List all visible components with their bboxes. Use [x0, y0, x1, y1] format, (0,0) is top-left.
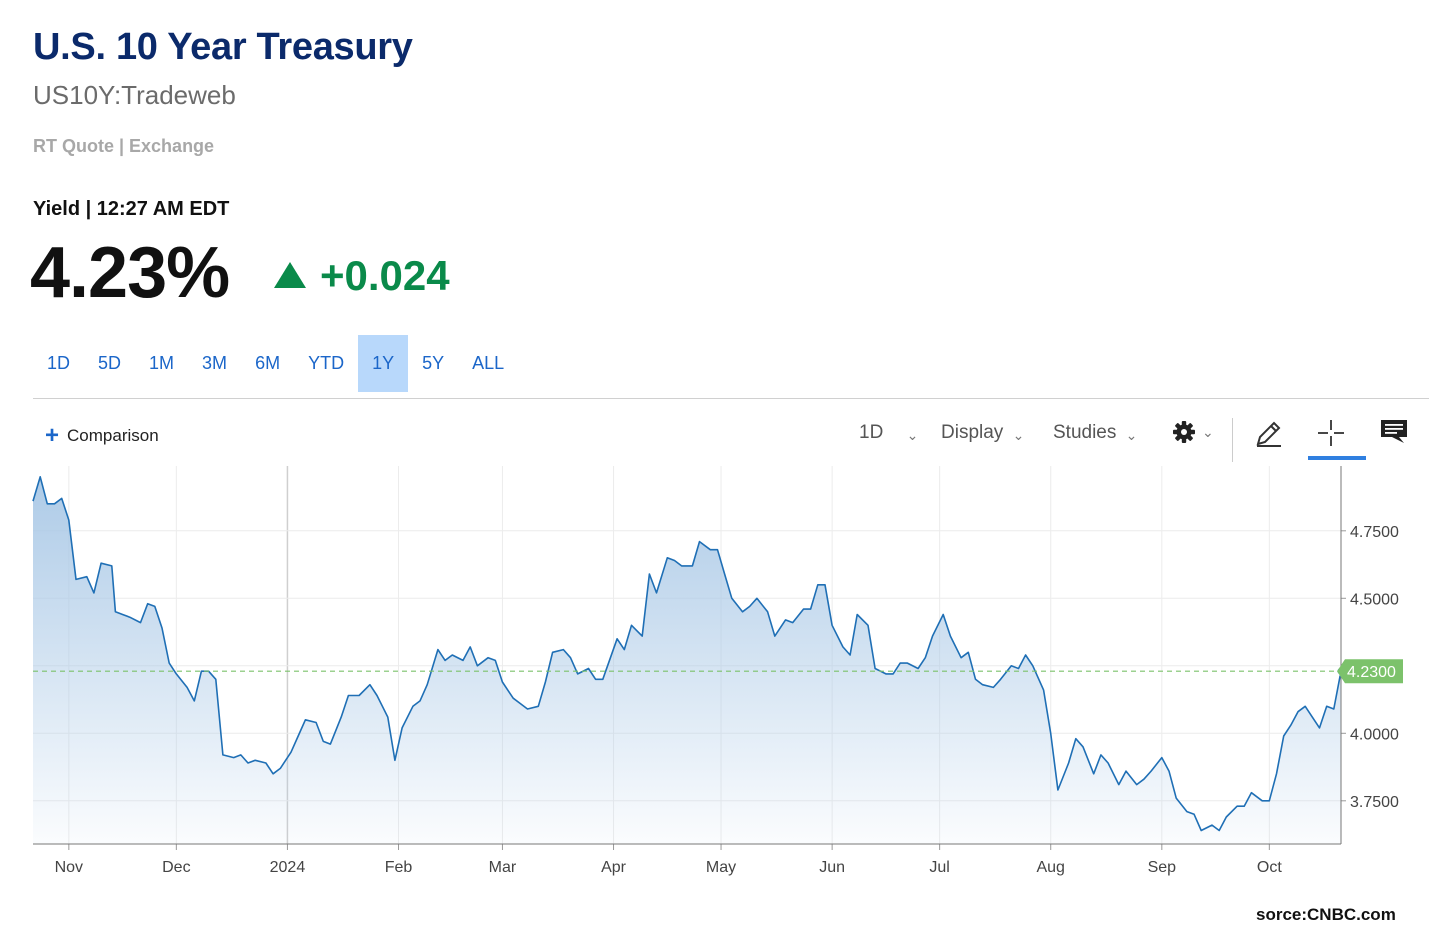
- y-tick-label: 4.0000: [1350, 726, 1399, 743]
- y-tick-label: 4.5000: [1350, 591, 1399, 608]
- studies-dropdown[interactable]: Studies ⌄: [1053, 422, 1137, 444]
- range-1y[interactable]: 1Y: [358, 335, 409, 392]
- price-value: 4.23%: [30, 233, 230, 313]
- chevron-down-icon: ⌄: [1202, 424, 1214, 440]
- up-arrow-icon: [274, 262, 306, 288]
- x-tick-label: Mar: [489, 859, 517, 876]
- symbol-label: US10Y:Tradeweb: [33, 80, 236, 110]
- settings-icon: [1173, 421, 1195, 443]
- x-tick-label: Nov: [55, 859, 83, 876]
- range-all[interactable]: ALL: [472, 353, 505, 373]
- chat-icon: [1381, 420, 1407, 443]
- active-tool-indicator: [1308, 456, 1366, 460]
- last-value-badge: [1337, 659, 1403, 684]
- x-tick-label: Jul: [929, 859, 949, 876]
- interval-dropdown[interactable]: 1D ⌄: [859, 422, 918, 444]
- range-5y[interactable]: 5Y: [422, 353, 445, 373]
- yield-timestamp: Yield | 12:27 AM EDT: [33, 198, 230, 220]
- display-label: Display: [941, 422, 1004, 443]
- crosshair-icon: [1318, 420, 1344, 446]
- toolbar-divider: [1232, 418, 1233, 462]
- chart-toolbar: 1D ⌄ Display ⌄ Studies ⌄ ⌄: [0, 418, 1456, 462]
- chevron-down-icon: ⌄: [1125, 427, 1138, 443]
- range-5d[interactable]: 5D: [98, 353, 122, 373]
- divider: [33, 398, 1429, 399]
- chevron-down-icon: ⌄: [1012, 427, 1025, 443]
- display-dropdown[interactable]: Display ⌄: [941, 422, 1024, 444]
- source-credit: sorce:CNBC.com: [1256, 905, 1396, 924]
- series-line: [32, 476, 1342, 832]
- last-value-label: 4.2300: [1347, 664, 1396, 681]
- x-tick-label: 2024: [270, 859, 306, 876]
- range-ytd[interactable]: YTD: [308, 353, 345, 373]
- interval-label: 1D: [859, 422, 884, 443]
- range-6m[interactable]: 6M: [255, 353, 281, 373]
- y-tick-label: 4.7500: [1350, 524, 1399, 541]
- x-tick-label: May: [706, 859, 736, 876]
- area-fill: [33, 476, 1341, 844]
- comparison-label: Comparison: [67, 426, 159, 445]
- x-tick-label: Apr: [601, 859, 627, 876]
- comparison-button[interactable]: + Comparison: [45, 422, 159, 449]
- crosshair-button[interactable]: [1316, 418, 1346, 454]
- studies-label: Studies: [1053, 422, 1117, 443]
- range-selector: 1D 5D 1M 3M 6M YTD 1Y 5Y ALL: [33, 335, 518, 392]
- x-tick-label: Jun: [819, 859, 845, 876]
- notes-button[interactable]: [1380, 418, 1408, 452]
- y-tick-label: 3.7500: [1350, 794, 1399, 811]
- draw-button[interactable]: [1254, 418, 1284, 454]
- range-1m[interactable]: 1M: [149, 353, 175, 373]
- yield-chart: Nov Dec 2024 Feb Mar Apr May Jun Jul Aug Sep Oct 3.7…: [32, 466, 1403, 876]
- pencil-icon: [1256, 421, 1281, 447]
- plus-icon: +: [45, 422, 60, 449]
- x-tick-label: Dec: [162, 859, 190, 876]
- x-tick-label: Feb: [385, 859, 413, 876]
- range-1d[interactable]: 1D: [47, 353, 71, 373]
- settings-button[interactable]: ⌄: [1172, 418, 1214, 452]
- x-tick-label: Oct: [1257, 859, 1282, 876]
- chevron-down-icon: ⌄: [906, 427, 919, 443]
- x-tick-label: Sep: [1148, 859, 1177, 876]
- x-tick-label: Aug: [1036, 859, 1064, 876]
- page-title: U.S. 10 Year Treasury: [33, 26, 413, 68]
- quote-type-label: RT Quote | Exchange: [33, 136, 215, 156]
- price-change: +0.024: [320, 252, 450, 299]
- range-3m[interactable]: 3M: [202, 353, 228, 373]
